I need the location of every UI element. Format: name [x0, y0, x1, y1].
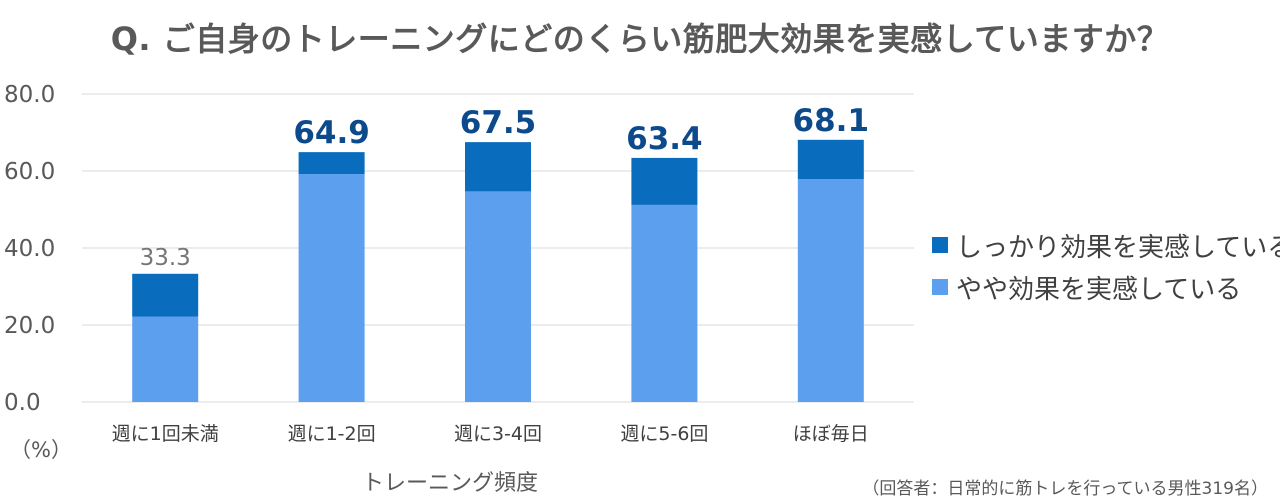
x-tick-label: 週に1回未満: [112, 423, 219, 445]
y-axis-unit: （%）: [10, 438, 72, 462]
x-tick-labels: 週に1回未満 週に1-2回 週に3-4回 週に5-6回 ほぼ毎日: [112, 423, 869, 445]
bar-segment-some: [298, 174, 365, 402]
bar-segment-some: [465, 191, 531, 402]
chart-title: Q. ご自身のトレーニングにどのくらい筋肥大効果を実感していますか？: [110, 20, 1170, 58]
legend-item-some: やや効果を実感している: [932, 266, 1280, 308]
bar-segment-strong: [631, 157, 698, 205]
legend-swatch-some: [932, 279, 948, 295]
respondent-note: （回答者：日常的に筋トレを行っている男性319名）: [862, 479, 1268, 499]
bar-segment-strong: [132, 273, 199, 317]
x-tick-label: 週に5-6回: [620, 423, 708, 445]
legend-swatch-strong: [932, 237, 948, 253]
legend-label-some: やや効果を実感している: [956, 274, 1242, 305]
y-tick-label: 40.0: [4, 236, 55, 262]
bar-segment-strong: [298, 152, 365, 175]
bar-segment-strong: [465, 142, 531, 192]
y-tick-label: 80.0: [4, 82, 55, 108]
bar-segment-some: [132, 316, 199, 402]
bar-segment-some: [631, 204, 698, 402]
x-axis-title: トレーニング頻度: [361, 471, 538, 496]
bar-total-label: 64.9: [293, 115, 370, 151]
x-tick-label: 週に1-2回: [288, 423, 376, 445]
total-labels: 33.3 64.9 67.5 63.4 68.1: [140, 103, 869, 271]
bars: [132, 139, 864, 402]
y-tick-label: 20.0: [4, 313, 55, 339]
x-tick-label: 週に3-4回: [454, 423, 542, 445]
bar-segment-strong: [797, 139, 864, 180]
legend-label-strong: しっかり効果を実感している: [956, 232, 1280, 263]
legend-item-strong: しっかり効果を実感している: [932, 224, 1280, 266]
y-tick-labels: 0.0 20.0 40.0 60.0 80.0: [4, 82, 55, 416]
bar-segment-some: [797, 179, 864, 402]
bar-total-label: 63.4: [626, 121, 703, 157]
x-tick-label: ほぼ毎日: [793, 423, 869, 445]
legend: しっかり効果を実感している やや効果を実感している: [932, 224, 1280, 308]
bar-total-label: 68.1: [793, 103, 870, 139]
bar-total-label: 33.3: [140, 245, 191, 271]
bar-total-label: 67.5: [460, 105, 537, 141]
y-tick-label: 0.0: [4, 390, 41, 416]
y-tick-label: 60.0: [4, 159, 55, 185]
